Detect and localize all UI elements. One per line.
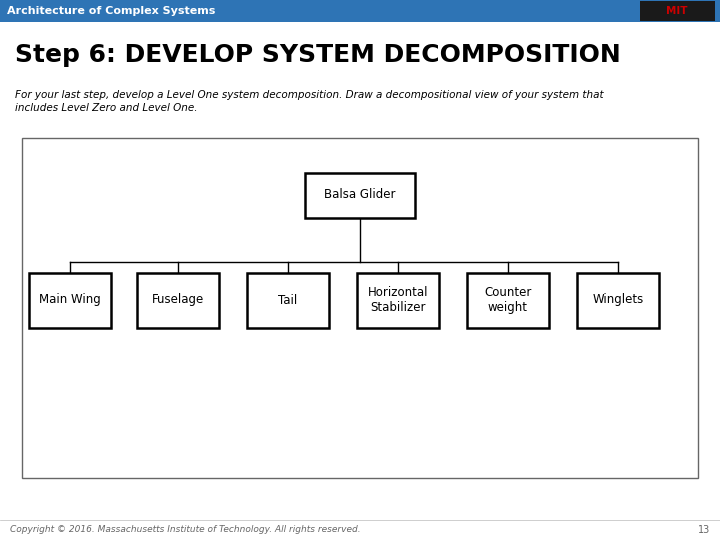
FancyBboxPatch shape — [247, 273, 329, 327]
FancyBboxPatch shape — [22, 138, 698, 478]
Text: Step 6: DEVELOP SYSTEM DECOMPOSITION: Step 6: DEVELOP SYSTEM DECOMPOSITION — [15, 43, 621, 67]
Text: Tail: Tail — [279, 294, 297, 307]
Text: Counter
weight: Counter weight — [485, 286, 531, 314]
Text: MIT: MIT — [666, 6, 688, 16]
Text: Main Wing: Main Wing — [39, 294, 101, 307]
Text: Winglets: Winglets — [593, 294, 644, 307]
Text: 13: 13 — [698, 525, 710, 535]
Text: Horizontal
Stabilizer: Horizontal Stabilizer — [368, 286, 428, 314]
Text: Fuselage: Fuselage — [152, 294, 204, 307]
FancyBboxPatch shape — [137, 273, 219, 327]
Text: For your last step, develop a Level One system decomposition. Draw a decompositi: For your last step, develop a Level One … — [15, 90, 603, 100]
FancyBboxPatch shape — [577, 273, 659, 327]
Text: includes Level Zero and Level One.: includes Level Zero and Level One. — [15, 103, 197, 113]
Text: Balsa Glider: Balsa Glider — [324, 188, 396, 201]
FancyBboxPatch shape — [640, 1, 715, 21]
FancyBboxPatch shape — [0, 0, 720, 22]
FancyBboxPatch shape — [305, 172, 415, 218]
FancyBboxPatch shape — [357, 273, 439, 327]
FancyBboxPatch shape — [29, 273, 111, 327]
Text: Architecture of Complex Systems: Architecture of Complex Systems — [7, 6, 215, 16]
FancyBboxPatch shape — [467, 273, 549, 327]
Text: Copyright © 2016. Massachusetts Institute of Technology. All rights reserved.: Copyright © 2016. Massachusetts Institut… — [10, 525, 361, 535]
